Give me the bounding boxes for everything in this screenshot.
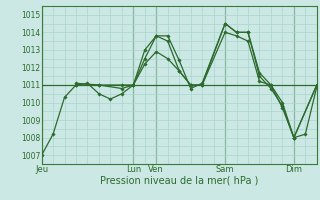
X-axis label: Pression niveau de la mer( hPa ): Pression niveau de la mer( hPa ) bbox=[100, 176, 258, 186]
